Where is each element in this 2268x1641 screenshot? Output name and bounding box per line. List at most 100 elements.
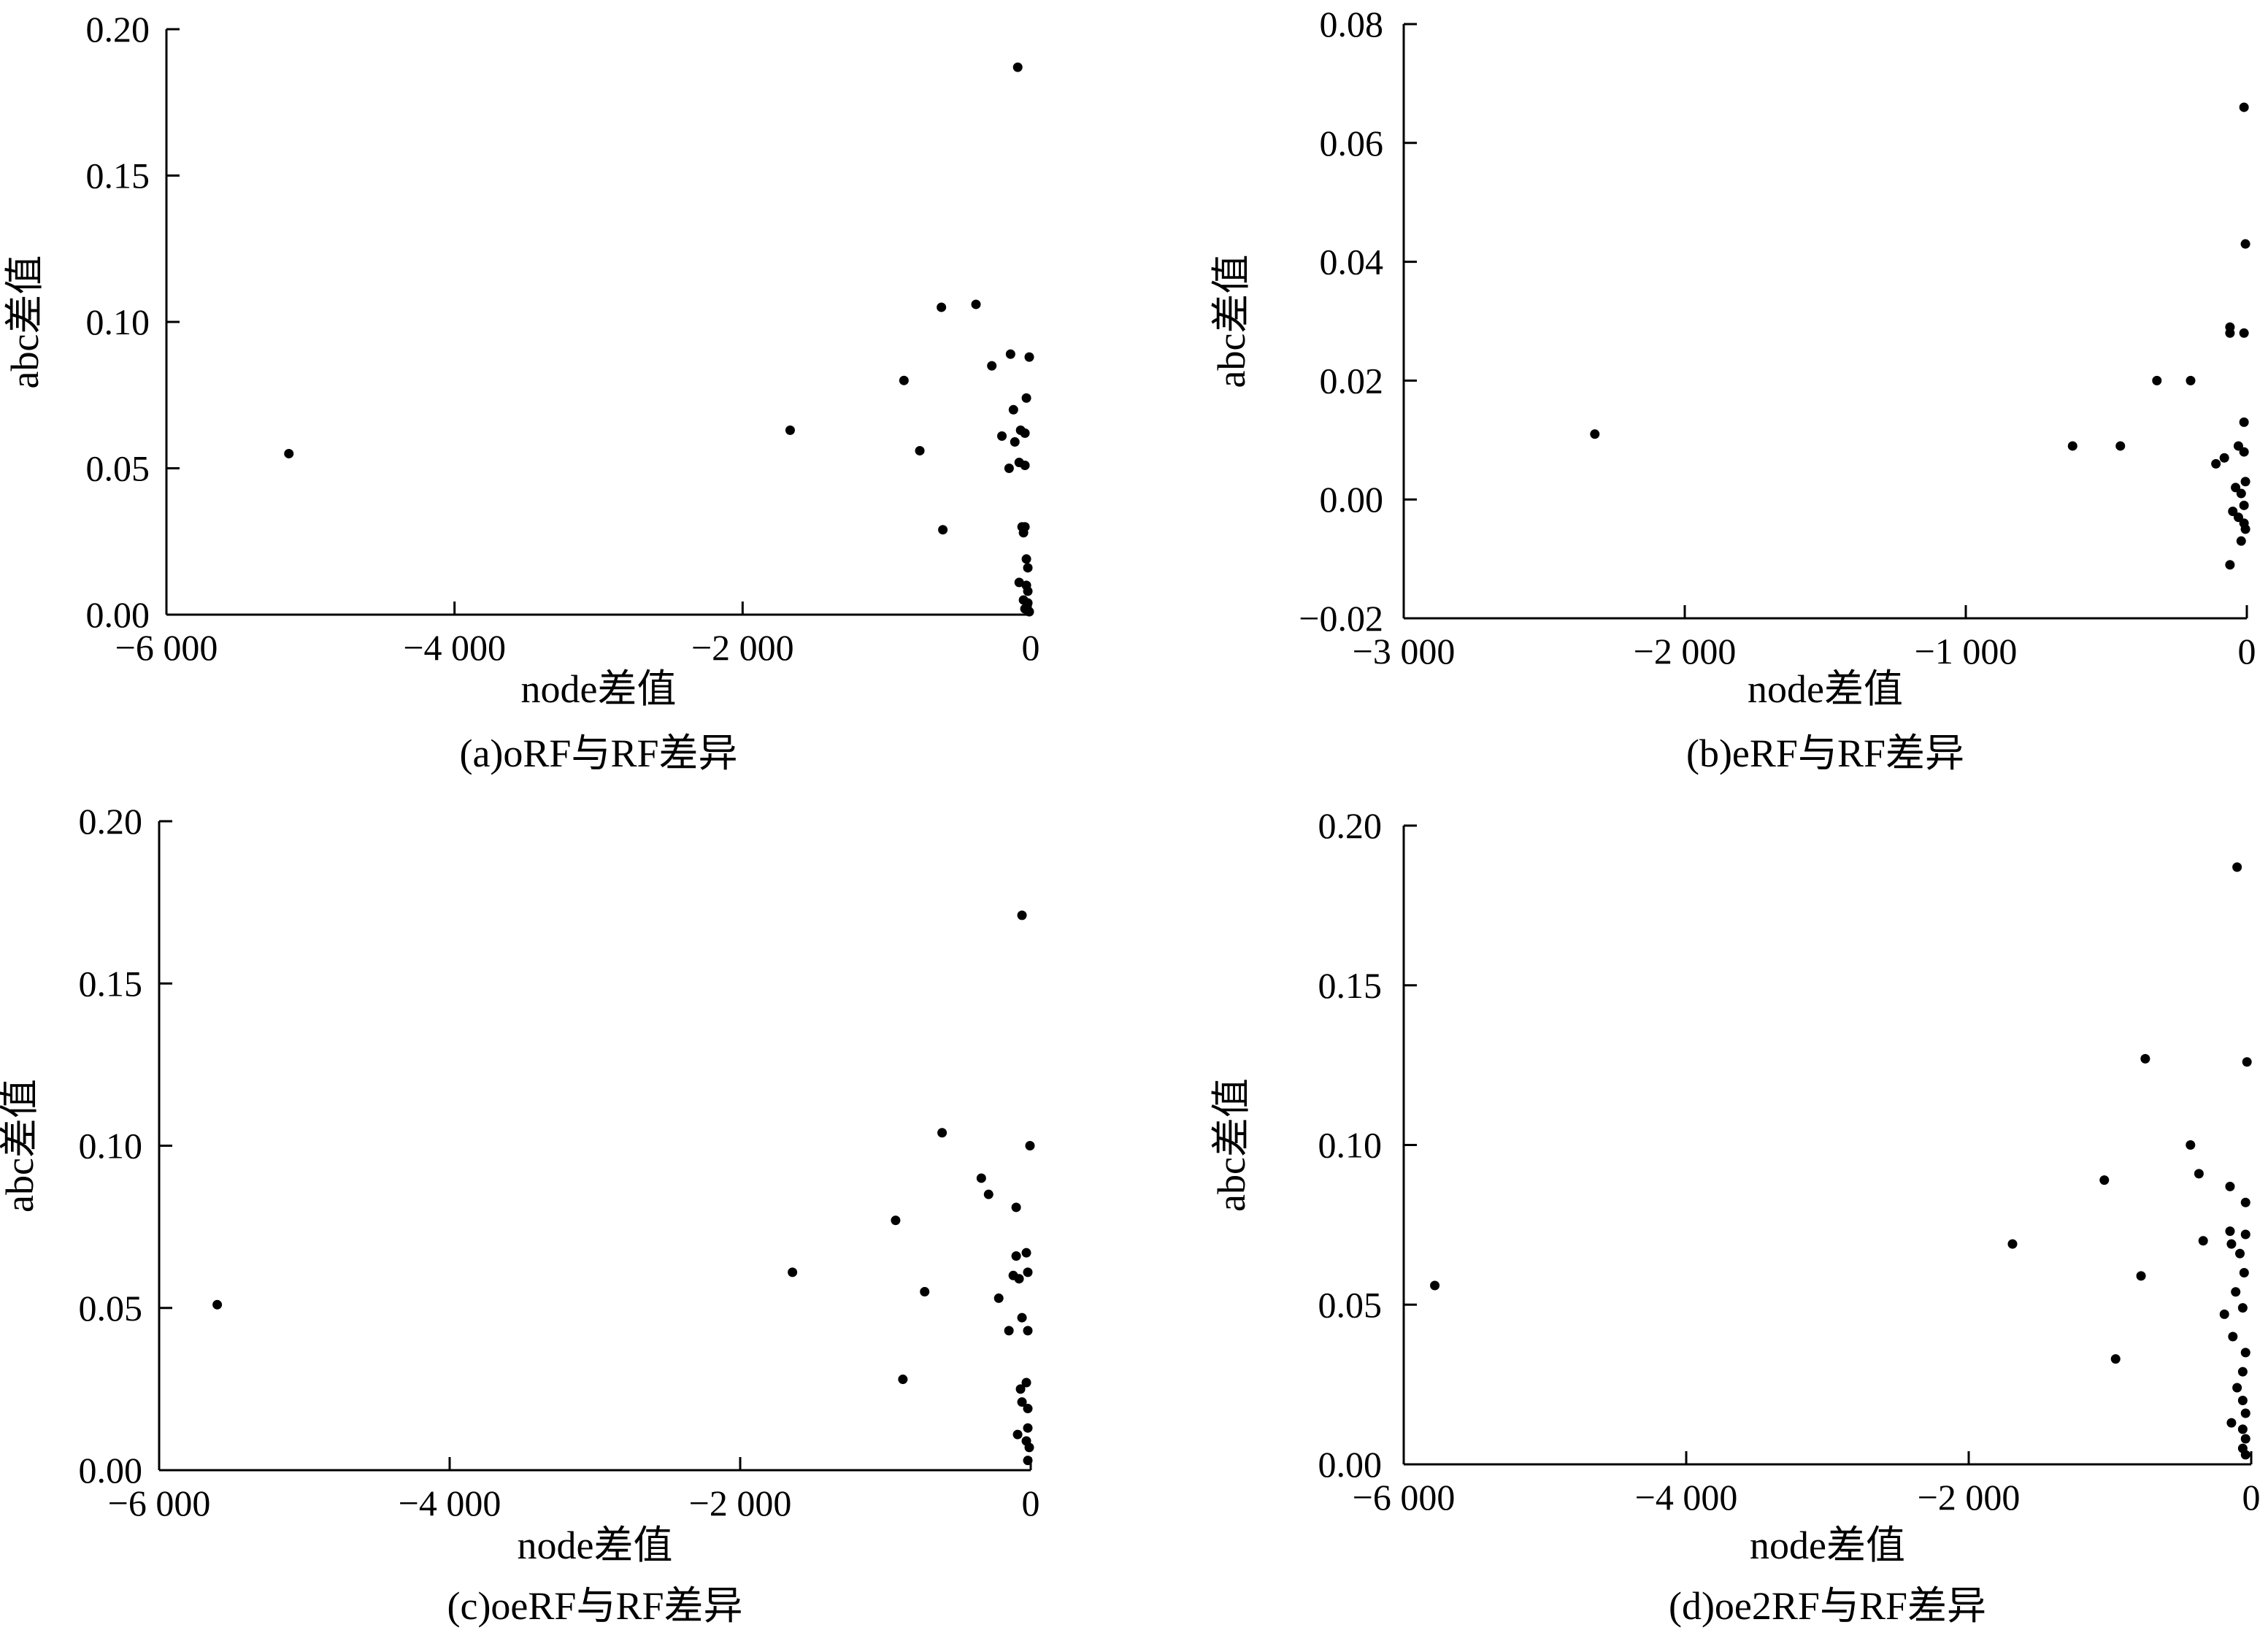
panel-d: 0.00 0.05 0.10 0.15 0.20 −6 000 −4 000 −2 000 0 n… xyxy=(1210,805,2261,1628)
y-tick-label: 0.20 xyxy=(1318,805,1383,846)
y-tick-label: 0.05 xyxy=(86,448,150,489)
y-tick-label: 0.15 xyxy=(79,963,143,1004)
data-point xyxy=(2242,1057,2252,1067)
data-point xyxy=(993,1293,1004,1303)
data-point xyxy=(1021,554,1031,564)
data-point xyxy=(2226,1418,2237,1428)
data-point xyxy=(2228,1331,2238,1342)
data-point xyxy=(1021,393,1031,403)
data-point xyxy=(1023,1423,1033,1433)
data-point xyxy=(1011,1251,1021,1261)
x-tick-label: −6 000 xyxy=(1353,1477,1456,1518)
y-tick-label: 0.05 xyxy=(1318,1284,1383,1325)
y-tick-label: 0.20 xyxy=(86,9,150,50)
data-point xyxy=(1017,1397,1027,1407)
panel-caption: (a)oRF与RF差异 xyxy=(459,731,737,775)
data-point xyxy=(938,525,948,535)
data-point xyxy=(2239,1268,2249,1277)
x-tick-label: −2 000 xyxy=(1634,631,1737,672)
y-axis-label: abc差值 xyxy=(3,255,47,389)
data-point xyxy=(2194,1169,2204,1179)
data-point xyxy=(971,299,981,310)
data-point xyxy=(2233,512,2243,523)
y-tick-label: 0.08 xyxy=(1320,4,1384,45)
x-axis-label: node差值 xyxy=(1750,1523,1905,1567)
x-axis-label: node差值 xyxy=(521,667,677,711)
data-point xyxy=(2136,1271,2146,1281)
data-point xyxy=(2239,328,2249,338)
data-point xyxy=(2240,1348,2250,1358)
data-point xyxy=(2237,1396,2248,1405)
data-point xyxy=(2225,1226,2235,1237)
data-point xyxy=(2140,1053,2150,1064)
data-point xyxy=(2237,1367,2248,1377)
data-point xyxy=(1011,1202,1021,1213)
y-tick-label: 0.00 xyxy=(1320,479,1384,520)
data-point xyxy=(1023,1404,1033,1414)
data-point xyxy=(2152,375,2162,385)
data-point xyxy=(2007,1239,2018,1249)
data-point xyxy=(2235,1248,2245,1258)
data-point xyxy=(1024,352,1034,362)
data-point xyxy=(2239,102,2249,112)
data-point xyxy=(2240,1434,2250,1444)
panel-caption: (b)eRF与RF差异 xyxy=(1686,731,1964,775)
data-point xyxy=(1004,464,1014,473)
data-point xyxy=(2067,441,2077,451)
y-tick-label: 0.20 xyxy=(79,801,143,842)
data-point xyxy=(785,425,795,435)
data-point xyxy=(983,1189,993,1199)
x-tick-label: −3 000 xyxy=(1353,631,1456,672)
data-point xyxy=(1012,1429,1023,1440)
data-point xyxy=(2240,524,2250,534)
data-point xyxy=(284,448,294,458)
y-tick-label: −0.02 xyxy=(1299,598,1383,639)
data-point xyxy=(2232,1383,2242,1393)
data-point xyxy=(1004,1326,1014,1336)
x-tick-label: −1 000 xyxy=(1915,631,2018,672)
data-point xyxy=(1023,1267,1033,1277)
data-point xyxy=(2115,441,2126,451)
data-point xyxy=(987,361,997,371)
data-point xyxy=(2219,453,2229,463)
data-point xyxy=(976,1173,986,1183)
data-point xyxy=(2198,1236,2208,1246)
data-point xyxy=(2226,1239,2237,1249)
data-point xyxy=(1430,1280,1440,1291)
data-point xyxy=(2240,1229,2250,1240)
data-point xyxy=(997,431,1007,441)
data-point xyxy=(1015,1384,1026,1394)
panel-a: 0.00 0.05 0.10 0.15 0.20 −6 000 −4 000 −2 000 0 n… xyxy=(3,9,1040,775)
data-point xyxy=(898,1375,908,1385)
data-point xyxy=(2225,328,2235,338)
data-point xyxy=(2228,506,2238,516)
data-point xyxy=(2240,1197,2250,1207)
y-axis-label: abc差值 xyxy=(0,1079,42,1213)
y-axis-label: abc差值 xyxy=(1210,255,1253,388)
data-point xyxy=(920,1287,930,1297)
y-tick-label: 0.10 xyxy=(79,1126,143,1167)
data-point xyxy=(2186,1140,2196,1150)
panel-caption: (c)oeRF与RF差异 xyxy=(447,1584,743,1628)
data-point xyxy=(1023,1456,1033,1466)
y-tick-label: 0.10 xyxy=(1318,1125,1383,1166)
panel-c: 0.00 0.05 0.10 0.15 0.20 −6 000 −4 000 −2 000 0 n… xyxy=(0,801,1040,1628)
data-point xyxy=(1023,563,1033,573)
data-point xyxy=(2239,447,2249,457)
data-point xyxy=(2240,1408,2250,1418)
data-point xyxy=(1017,910,1027,921)
y-tick-label: 0.15 xyxy=(1318,965,1383,1006)
data-point xyxy=(2211,458,2221,469)
data-point xyxy=(2236,536,2246,546)
data-point xyxy=(937,302,947,312)
data-point xyxy=(1020,460,1030,470)
data-point xyxy=(891,1215,901,1226)
y-tick-label: 0.06 xyxy=(1320,123,1384,164)
x-tick-label: −6 000 xyxy=(115,627,218,668)
data-point xyxy=(2231,1287,2241,1297)
data-point xyxy=(1010,437,1020,447)
x-tick-label: −2 000 xyxy=(689,1483,792,1523)
data-point xyxy=(2099,1175,2110,1185)
data-point xyxy=(2239,500,2249,510)
